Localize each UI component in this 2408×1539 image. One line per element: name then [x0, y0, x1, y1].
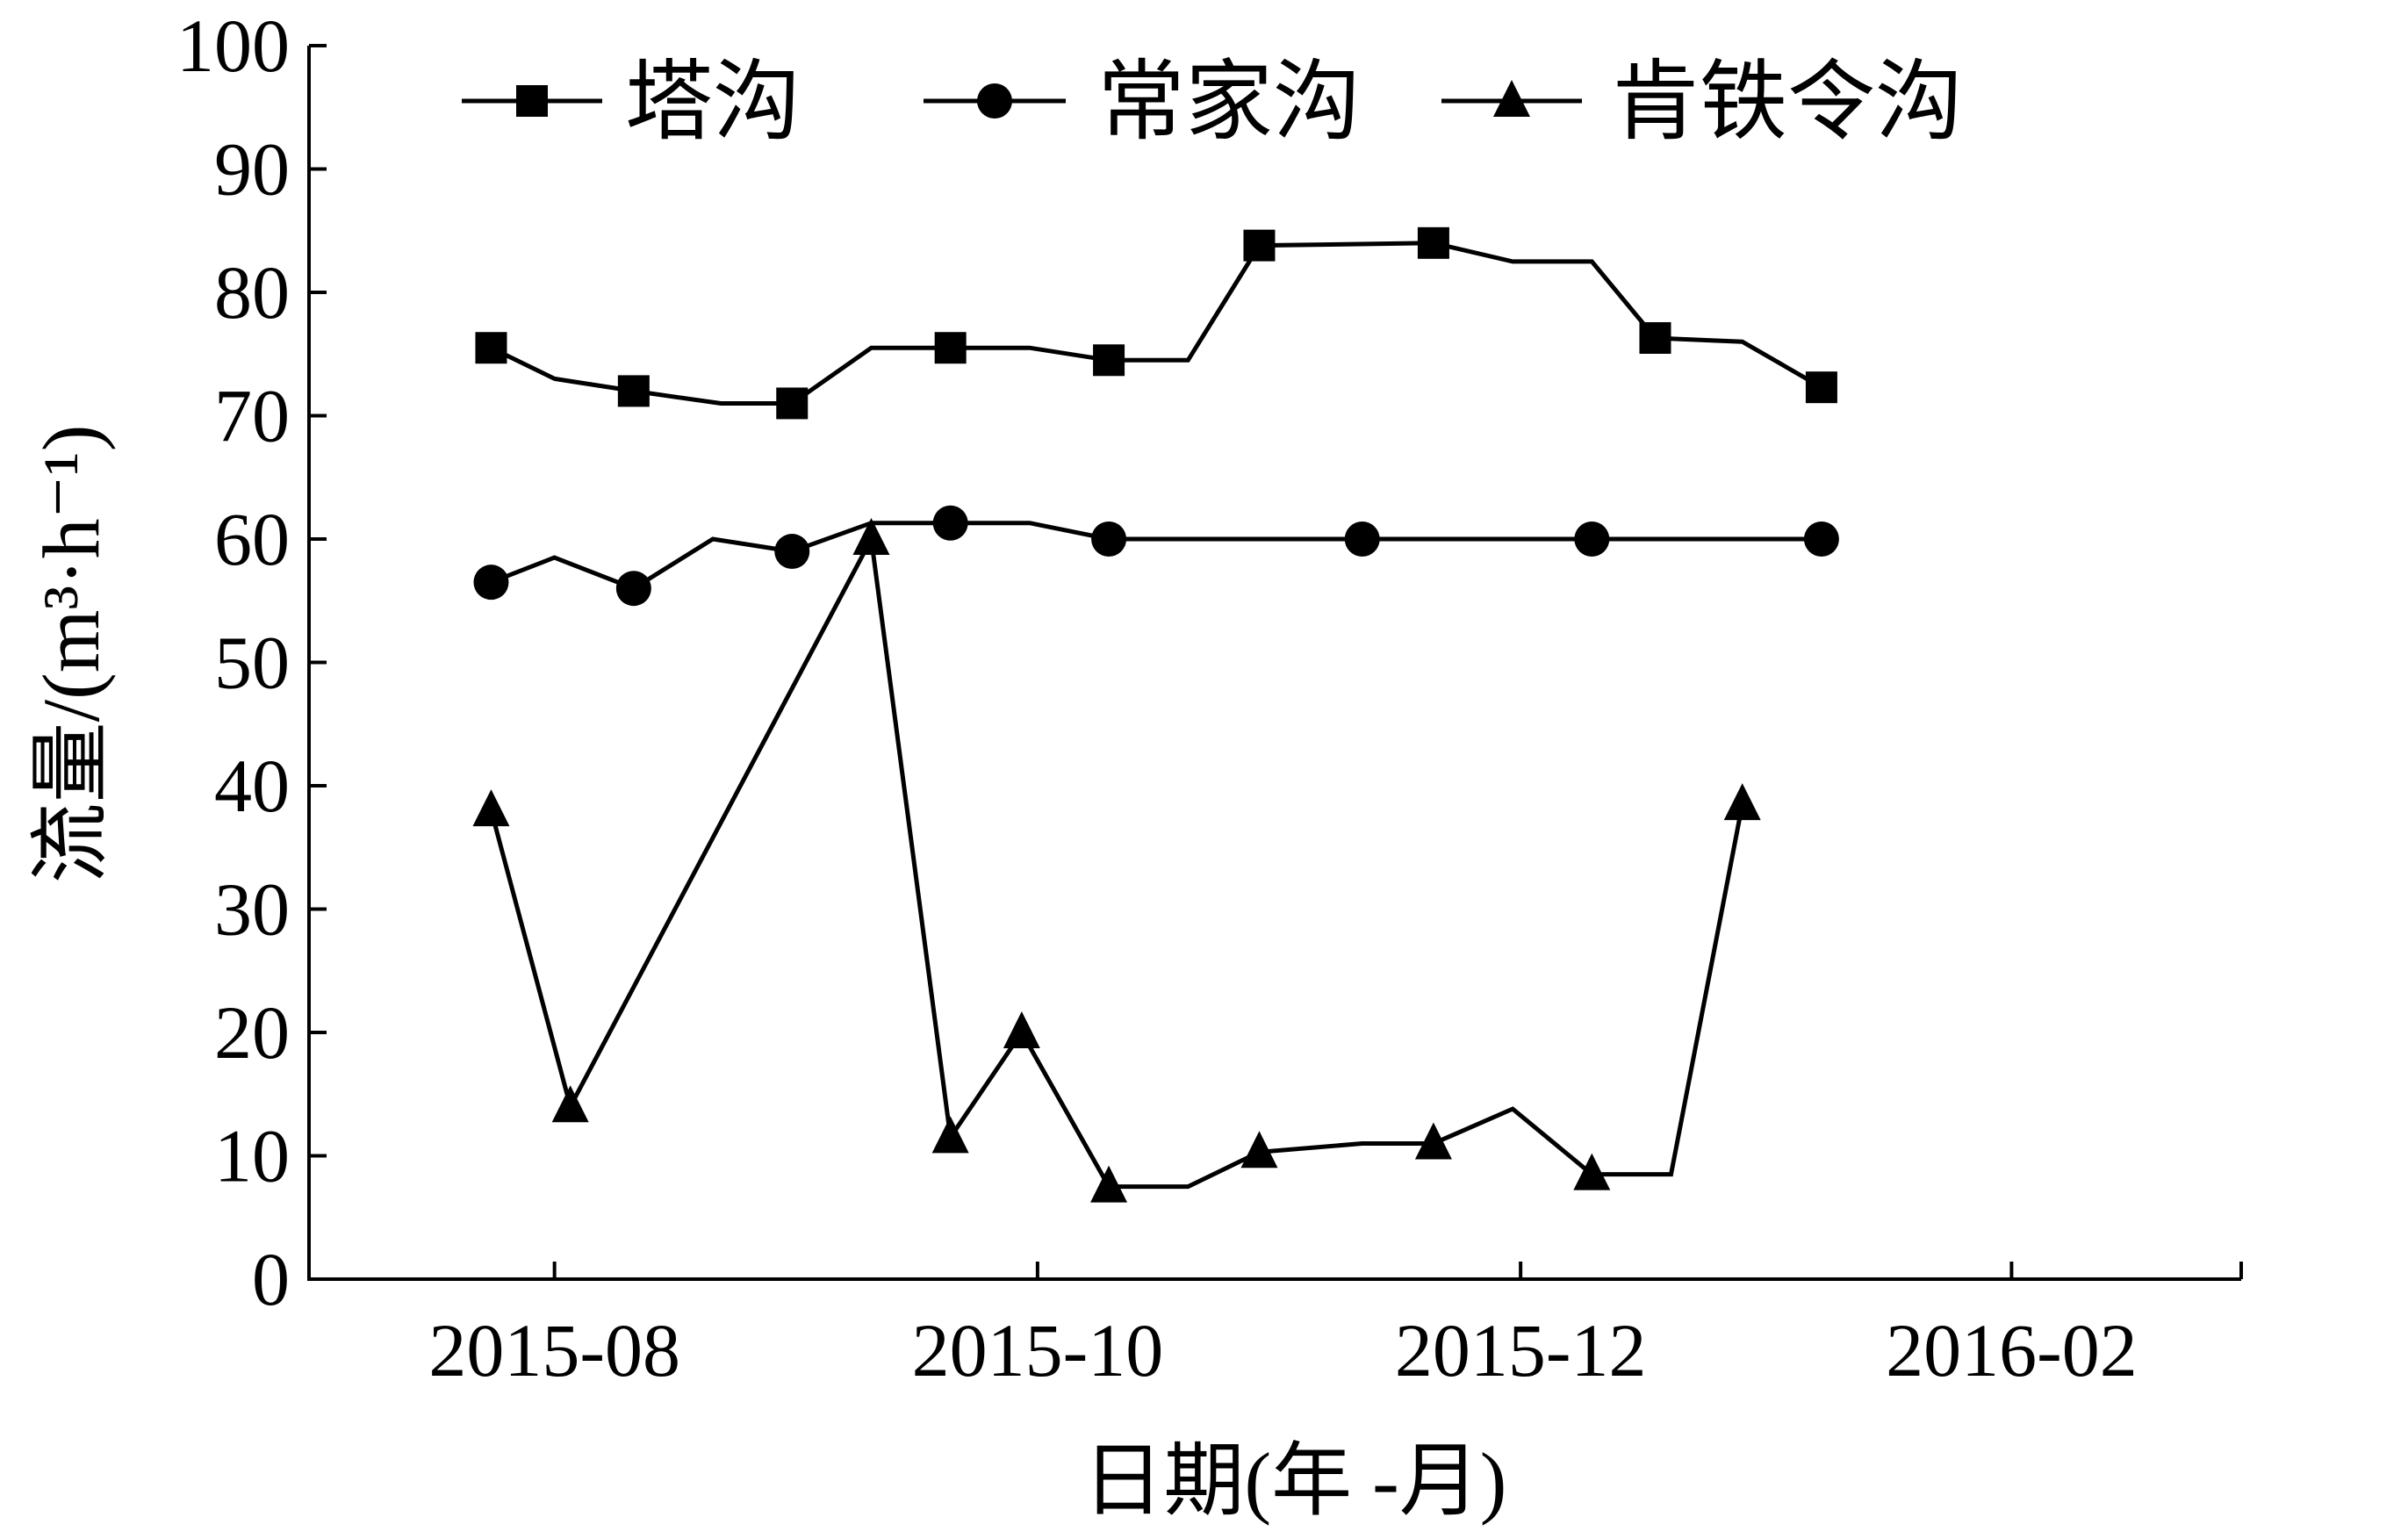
data-point-triangle [1723, 783, 1761, 821]
data-point-triangle [1090, 1165, 1128, 1203]
legend-marker-square [516, 85, 548, 117]
x-tick-label: 2015-10 [912, 1308, 1164, 1392]
legend-label: 常家沟 [1097, 54, 1361, 151]
series-triangle [472, 518, 1761, 1203]
y-tick-label: 0 [252, 1237, 290, 1321]
y-tick-label: 20 [214, 990, 290, 1075]
series-square [475, 227, 1837, 420]
series-line [490, 241, 1823, 406]
data-point-circle [1803, 521, 1839, 557]
legend-item: 塔沟 [462, 54, 801, 151]
data-point-square [475, 332, 507, 364]
data-point-square [1093, 344, 1125, 377]
data-point-square [934, 332, 967, 364]
data-point-triangle [931, 1116, 969, 1154]
x-axis-title: 日期(年 -月) [1083, 1436, 1507, 1526]
data-point-square [1417, 227, 1449, 259]
data-point-triangle [472, 789, 510, 827]
legend-label: 肯铁令沟 [1612, 54, 1963, 151]
data-point-triangle [852, 518, 890, 555]
data-point-square [776, 387, 809, 420]
y-tick-label: 30 [214, 867, 290, 952]
legend-item: 肯铁令沟 [1441, 54, 1963, 151]
series-line [489, 531, 1745, 1190]
y-tick-label: 10 [214, 1114, 290, 1198]
data-point-circle [473, 565, 509, 600]
data-point-square [1243, 229, 1276, 262]
series-line [490, 521, 1822, 591]
y-tick-label: 100 [176, 4, 290, 88]
data-point-circle [932, 505, 968, 541]
series-circle [473, 505, 1839, 607]
x-tick-label: 2016-02 [1886, 1308, 2138, 1392]
y-axis-title: 流量/(m³·h⁻¹) [26, 425, 116, 884]
legend-item: 常家沟 [924, 54, 1361, 151]
y-tick-label: 40 [214, 744, 290, 828]
y-tick-label: 80 [214, 250, 290, 334]
x-tick-label: 2015-12 [1395, 1308, 1647, 1392]
data-point-triangle [1573, 1153, 1611, 1190]
data-point-triangle [1240, 1131, 1278, 1169]
data-point-circle [774, 534, 810, 570]
data-point-circle [1091, 521, 1127, 557]
y-tick-label: 90 [214, 127, 290, 212]
data-point-square [1805, 371, 1837, 404]
x-tick-label: 2015-08 [428, 1308, 680, 1392]
y-tick-label: 50 [214, 621, 290, 705]
y-tick-label: 60 [214, 497, 290, 581]
data-point-triangle [551, 1085, 589, 1123]
plot-area: 0 10 20 30 40 50 60 70 80 90 100 2015-08 2015-10 2015… [176, 4, 2243, 1392]
data-point-circle [615, 571, 651, 607]
data-point-circle [1344, 521, 1380, 557]
y-tick-label: 70 [214, 374, 290, 458]
legend-marker-circle [977, 83, 1012, 119]
data-point-triangle [1414, 1122, 1452, 1160]
series-layer [472, 227, 1839, 1203]
legend: 塔沟 常家沟 肯铁令沟 [462, 54, 1963, 151]
legend-marker-triangle [1493, 80, 1530, 117]
data-point-triangle [1003, 1011, 1040, 1048]
legend-label: 塔沟 [625, 54, 801, 151]
data-point-circle [1574, 521, 1610, 557]
data-point-square [617, 375, 650, 407]
data-point-square [1639, 321, 1671, 354]
